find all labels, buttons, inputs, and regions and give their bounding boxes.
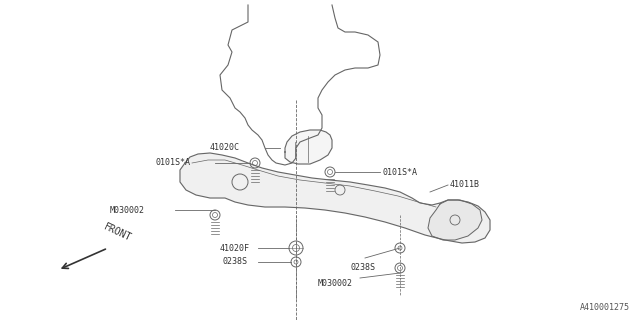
Text: 0101S*A: 0101S*A (155, 157, 190, 166)
Polygon shape (180, 153, 490, 243)
Text: A410001275: A410001275 (580, 303, 630, 312)
Polygon shape (285, 130, 332, 164)
Text: 41020C: 41020C (210, 142, 240, 151)
Polygon shape (428, 200, 482, 240)
Text: M030002: M030002 (318, 278, 353, 287)
Text: 41020F: 41020F (220, 244, 250, 252)
Text: 0238S: 0238S (350, 262, 375, 271)
Text: 0238S: 0238S (222, 257, 247, 266)
Text: 41011B: 41011B (450, 180, 480, 188)
Text: FRONT: FRONT (102, 221, 133, 243)
Text: M030002: M030002 (110, 205, 145, 214)
Text: 0101S*A: 0101S*A (382, 167, 417, 177)
